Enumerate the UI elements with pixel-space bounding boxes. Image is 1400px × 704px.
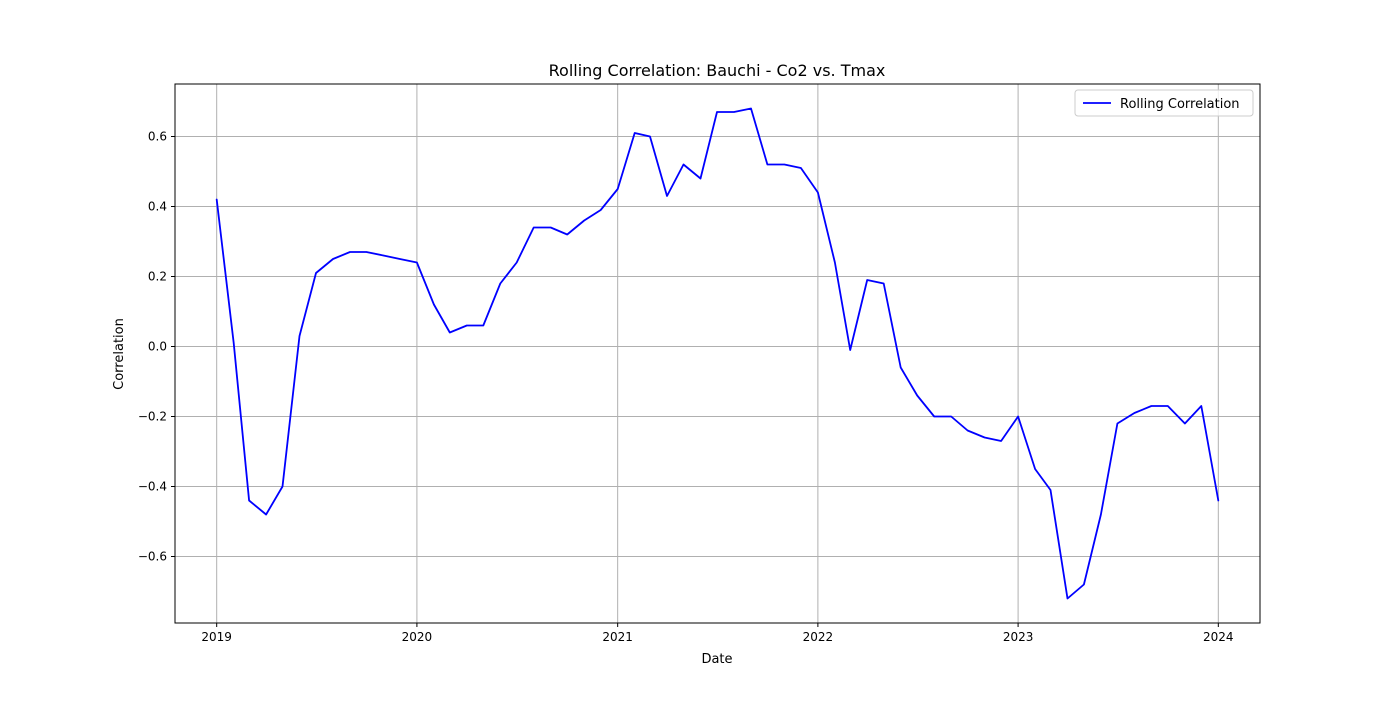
data-point [1200, 405, 1202, 407]
y-tick-label: −0.4 [138, 480, 167, 494]
chart-title: Rolling Correlation: Bauchi - Co2 vs. Tm… [549, 61, 886, 80]
data-point [416, 262, 418, 264]
data-point [716, 111, 718, 113]
data-point [566, 234, 568, 236]
data-point [449, 332, 451, 334]
data-point [900, 367, 902, 369]
axis-ticks: 2019 2020 2021 2022 2023 2024 −0.6 −0.4 −0.2 0.0 0… [138, 130, 1234, 645]
data-point [733, 111, 735, 113]
legend-label: Rolling Correlation [1120, 97, 1240, 112]
data-point [1067, 598, 1069, 600]
x-tick-label: 2021 [602, 630, 633, 644]
data-point [933, 416, 935, 418]
data-point [1184, 423, 1186, 425]
data-point [1100, 514, 1102, 516]
x-tick-label: 2020 [402, 630, 433, 644]
data-point [1133, 412, 1135, 414]
y-tick-label: 0.6 [148, 130, 167, 144]
data-point [700, 178, 702, 180]
y-axis-label: Correlation [112, 318, 127, 390]
data-point [499, 283, 501, 285]
data-point [750, 108, 752, 110]
x-tick-label: 2022 [803, 630, 834, 644]
y-tick-label: 0.4 [148, 200, 167, 214]
data-point [849, 349, 851, 351]
data-point [349, 251, 351, 253]
data-point [1116, 423, 1118, 425]
data-point [1017, 416, 1019, 418]
data-point [1150, 405, 1152, 407]
data-point [834, 262, 836, 264]
data-point [649, 136, 651, 138]
data-point [683, 164, 685, 166]
y-tick-label: 0.0 [148, 340, 167, 354]
data-point [617, 188, 619, 190]
data-point [583, 220, 585, 222]
data-point [382, 255, 384, 257]
data-point [600, 209, 602, 211]
data-point [634, 132, 636, 134]
data-point [248, 500, 250, 502]
data-point [967, 430, 969, 432]
legend-box [1074, 89, 1254, 117]
data-point [365, 251, 367, 253]
plot-frame [174, 83, 1261, 624]
data-point [984, 437, 986, 439]
data-point [299, 335, 301, 337]
data-point [466, 325, 468, 327]
data-point [533, 227, 535, 229]
grid [175, 84, 1260, 623]
series-layer [215, 107, 1220, 600]
data-point [800, 167, 802, 169]
plot-area [175, 84, 1260, 623]
data-point [866, 279, 868, 281]
data-point [1050, 489, 1052, 491]
data-point [550, 227, 552, 229]
data-point [1167, 405, 1169, 407]
x-tick-label: 2024 [1203, 630, 1234, 644]
data-point [783, 164, 785, 166]
data-point [1034, 468, 1036, 470]
data-point [1000, 440, 1002, 442]
legend: Rolling Correlation [1074, 89, 1254, 117]
data-point [433, 304, 435, 306]
data-point [1217, 500, 1219, 502]
y-tick-label: −0.2 [138, 410, 167, 424]
data-point [399, 258, 401, 260]
data-point [516, 262, 518, 264]
data-point [265, 514, 267, 516]
data-point [482, 325, 484, 327]
series-line [215, 107, 1220, 600]
data-point [666, 195, 668, 197]
data-point [1083, 584, 1085, 586]
data-point [883, 283, 885, 285]
data-point [315, 272, 317, 274]
data-point [916, 395, 918, 397]
data-point [817, 192, 819, 194]
data-point [233, 342, 235, 344]
y-tick-label: 0.2 [148, 270, 167, 284]
data-point [282, 486, 284, 488]
data-point [216, 199, 218, 201]
data-point [950, 416, 952, 418]
y-tick-label: −0.6 [138, 550, 167, 564]
x-tick-label: 2019 [201, 630, 232, 644]
data-point [332, 258, 334, 260]
x-axis-label: Date [701, 652, 732, 667]
x-tick-label: 2023 [1003, 630, 1034, 644]
data-point [766, 164, 768, 166]
